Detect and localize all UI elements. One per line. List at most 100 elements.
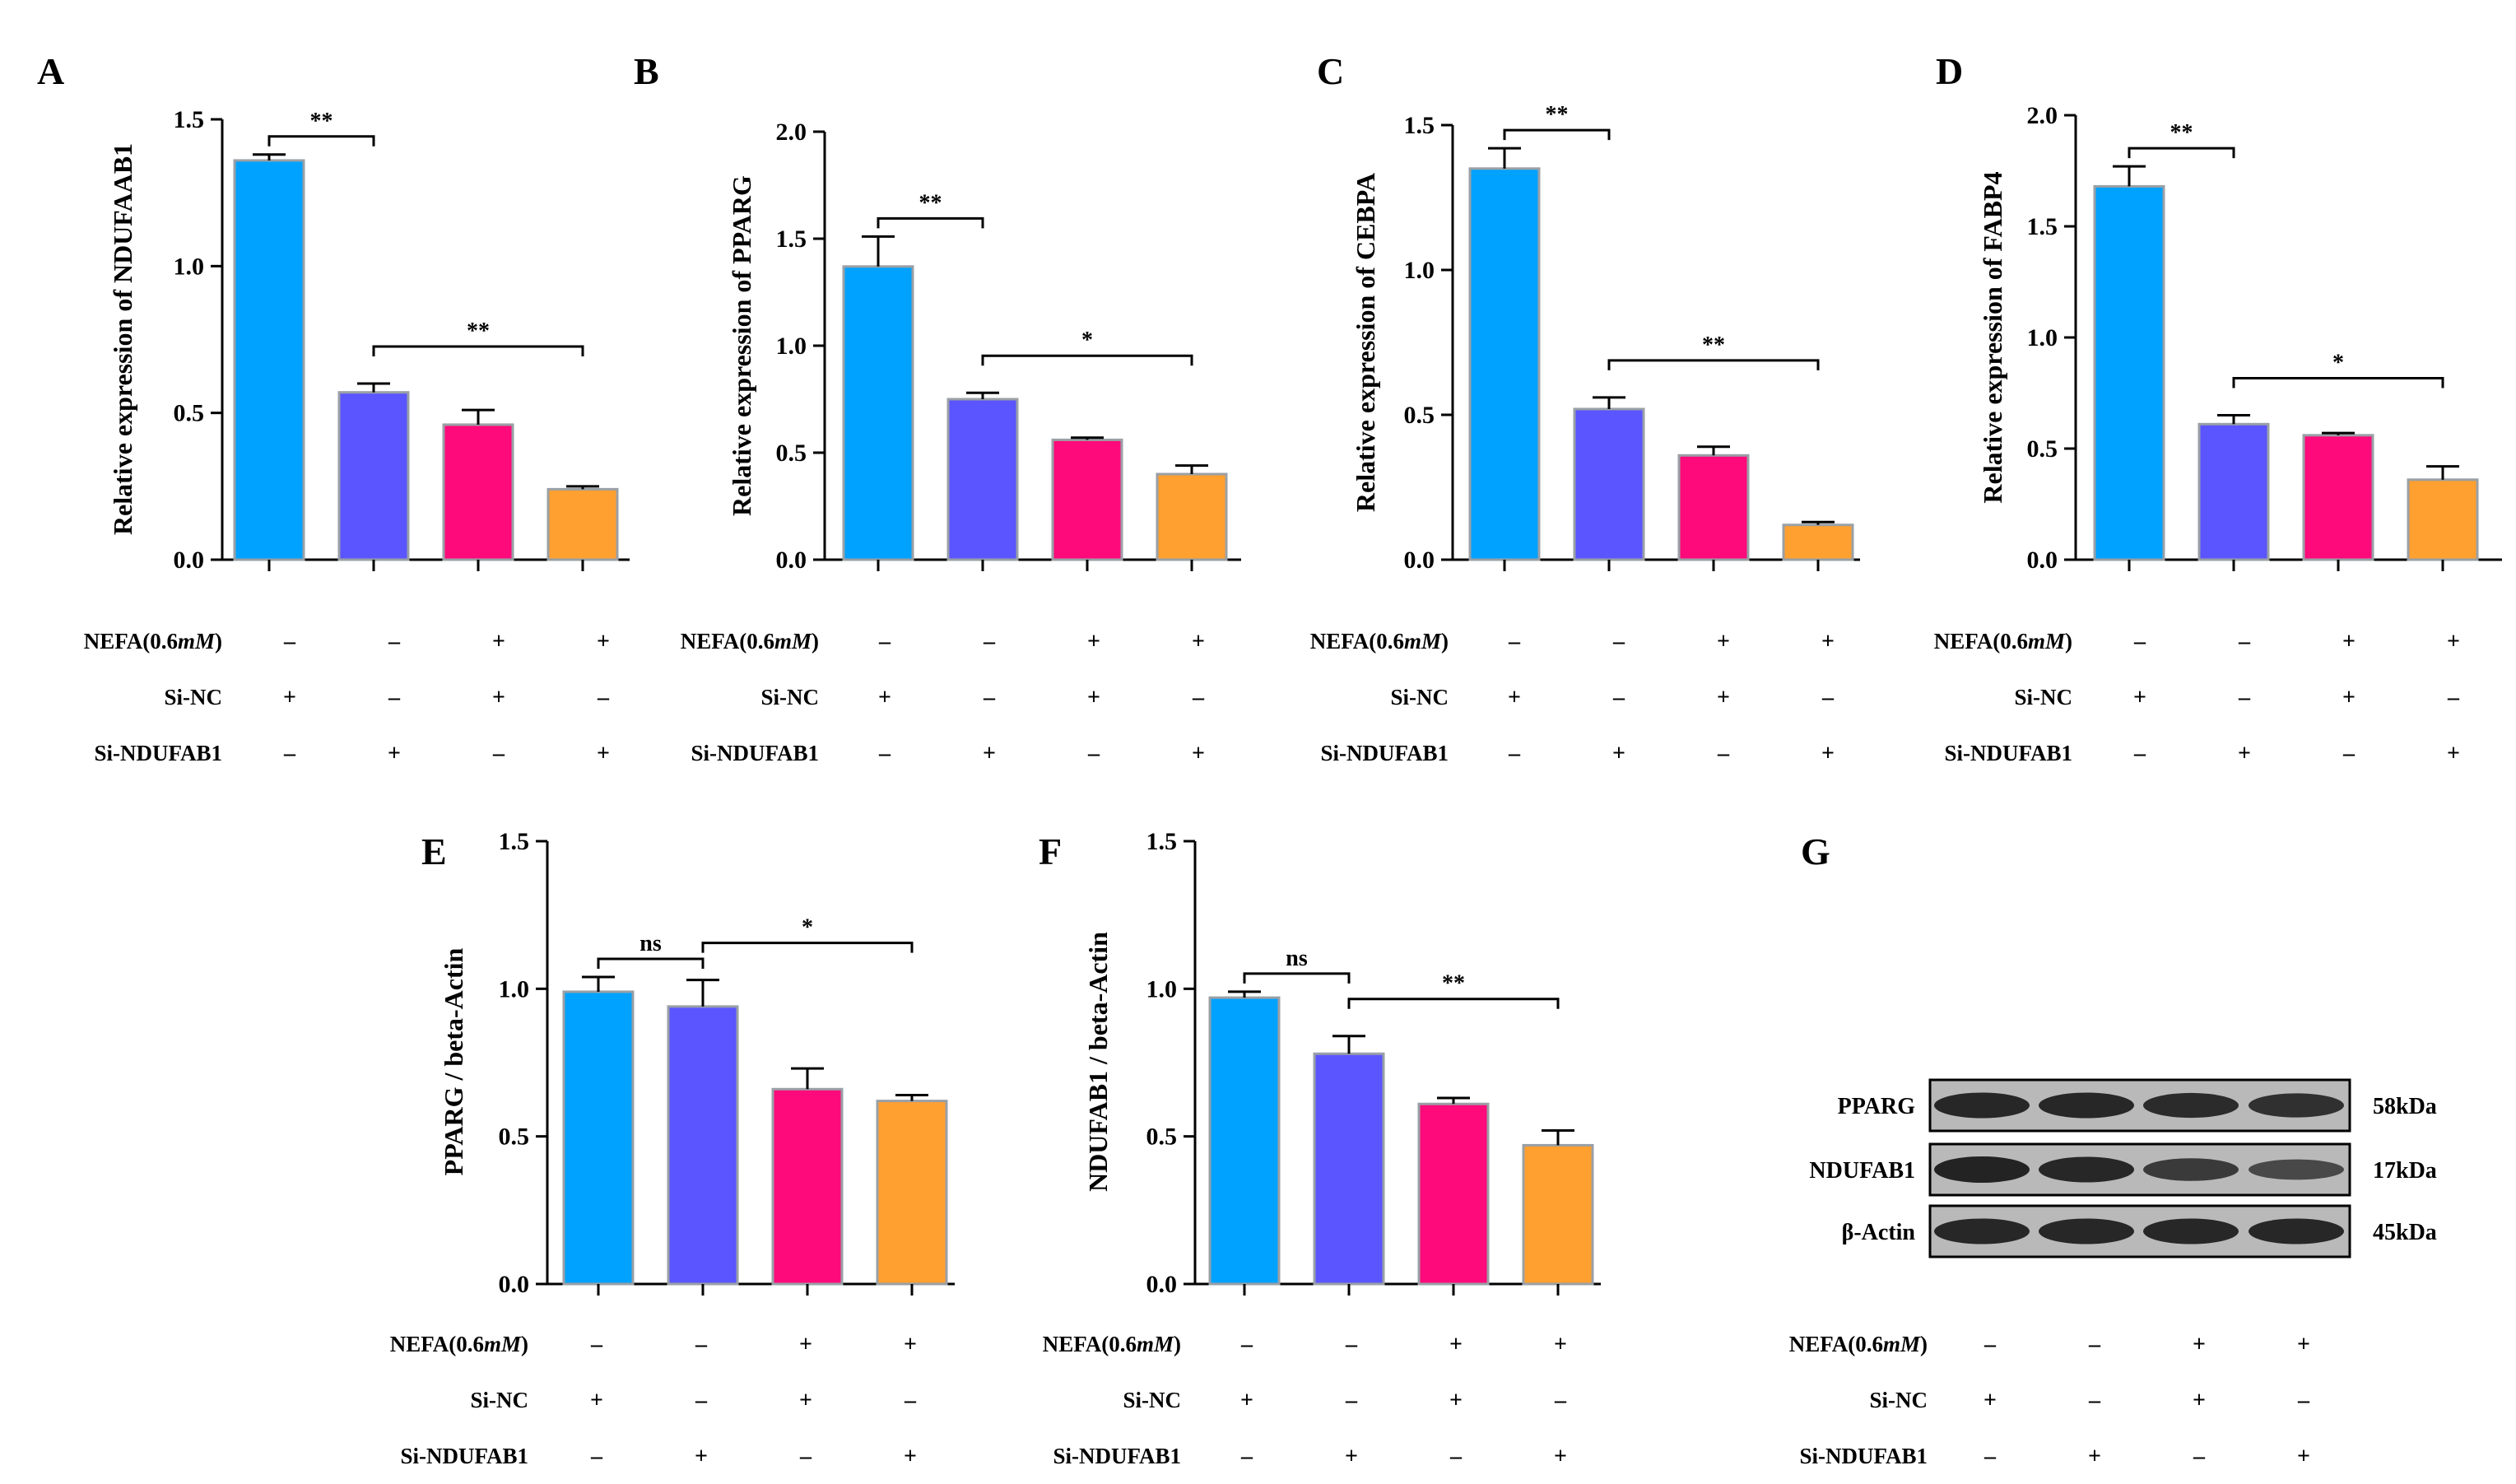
panel-d-significance-bracket	[2232, 377, 2444, 388]
panel-e-y-tick-label: 0.0	[499, 1271, 530, 1298]
panel-a-bar	[442, 423, 514, 561]
panel-d-chart: D 0.0 0.5 1.0 1.5 2.0 Relative expression of F…	[1936, 50, 2502, 574]
panel-e-y-label: PPARG / beta-Actin	[439, 947, 468, 1175]
panel-g-condition-value: –	[2297, 1388, 2310, 1413]
panel-d-y-tick-label: 2.0	[2027, 102, 2058, 129]
panel-c-condition-value: –	[1508, 629, 1521, 654]
panel-g-condition-label: NEFA(0.6mM)	[1789, 1332, 1928, 1356]
blot-band	[2249, 1093, 2344, 1118]
panel-c-bar	[1573, 407, 1645, 561]
panel-c-condition-label: Si-NC	[1390, 685, 1449, 709]
panel-e-significance-label: ns	[639, 931, 662, 956]
panel-a-condition-value: +	[388, 741, 401, 766]
panel-f-condition-label: NEFA(0.6mM)	[1043, 1332, 1181, 1356]
panel-b-significance-bracket	[877, 216, 984, 229]
panel-g-letter: G	[1801, 830, 1830, 872]
panel-e-significance-bracket	[701, 942, 914, 953]
panel-a-significance-label: **	[467, 319, 490, 344]
panel-e-condition-value: +	[590, 1388, 603, 1413]
panel-b-condition-label: Si-NDUFAB1	[691, 741, 819, 765]
panel-b-condition-value: –	[878, 741, 891, 766]
panel-a-condition-value: –	[283, 629, 296, 654]
blot-size-label: 45kDa	[2373, 1220, 2437, 1245]
panel-d-y-label: Relative expression of FABP4	[1978, 171, 2007, 503]
panel-e-bar	[771, 1087, 844, 1286]
panel-f-y-label: NDUFAB1 / beta-Actin	[1083, 932, 1113, 1192]
panel-f-significance-bracket	[1243, 972, 1351, 984]
panel-e-condition-value: –	[799, 1444, 812, 1469]
panel-e-condition-value: –	[695, 1388, 708, 1413]
panel-f-condition-value: –	[1345, 1388, 1358, 1413]
panel-e-y-tick-label: 1.0	[499, 975, 530, 1003]
panel-b-bar	[946, 398, 1019, 561]
panel-c-y-tick-label: 1.0	[1404, 257, 1435, 284]
panel-a-condition-value: –	[597, 685, 610, 710]
panel-e-condition-value: +	[695, 1444, 708, 1469]
panel-g-condition-label: Si-NC	[1869, 1388, 1928, 1412]
panel-f-y-tick-label: 0.5	[1146, 1123, 1178, 1151]
panel-f-significance-label: ns	[1286, 946, 1308, 971]
panel-c-condition-value: –	[1717, 741, 1730, 766]
panel-g-blot: G PPARG 58kDa NDUFAB1 17kDa β-Actin 45kDa	[1801, 830, 2437, 1258]
panel-c-condition-value: +	[1508, 685, 1521, 710]
panel-f-bar	[1417, 1102, 1490, 1286]
panel-c-condition-value: +	[1821, 741, 1835, 766]
panel-c-condition-value: +	[1717, 685, 1730, 710]
panel-d-y-tick-label: 1.5	[2027, 213, 2058, 240]
panel-b-y-tick-label: 1.5	[776, 226, 807, 253]
panel-e-condition-value: +	[904, 1332, 917, 1357]
panel-b-condition-value: –	[1087, 741, 1100, 766]
panel-a-condition-value: –	[492, 741, 505, 766]
panel-g-condition-label: Si-NDUFAB1	[1799, 1444, 1928, 1468]
panel-b-condition-label: Si-NC	[760, 685, 819, 709]
panel-e-condition-label: Si-NC	[470, 1388, 528, 1412]
panel-c-y-tick-label: 1.5	[1404, 112, 1435, 139]
panel-f-letter: F	[1039, 830, 1062, 872]
panel-a-significance-label: **	[310, 109, 333, 134]
panel-f-condition-value: +	[1345, 1444, 1358, 1469]
panel-e-significance-bracket	[597, 957, 705, 969]
panel-d-y-tick-label: 1.0	[2027, 324, 2058, 351]
blot-row-label: PPARG	[1838, 1094, 1916, 1119]
panel-c-significance-bracket	[1503, 128, 1611, 141]
panel-e-bar	[876, 1100, 948, 1286]
blot-band	[2143, 1092, 2239, 1119]
panel-d-condition-value: –	[2133, 741, 2146, 766]
panel-a-bar	[233, 159, 305, 561]
panel-d-condition-value: +	[2447, 741, 2460, 766]
panel-e-bar	[562, 990, 635, 1286]
panel-a-condition-value: +	[492, 685, 505, 710]
panel-f-condition-value: –	[1449, 1444, 1463, 1469]
blot-band	[2039, 1218, 2134, 1244]
panel-b-condition-value: +	[983, 741, 996, 766]
panel-d-y-tick-label: 0.0	[2027, 547, 2058, 574]
panel-c-significance-label: **	[1546, 102, 1569, 128]
panel-e-condition-value: +	[799, 1388, 812, 1413]
panel-b-condition-value: +	[1087, 685, 1100, 710]
panel-b-y-label: Relative expression of PPARG	[727, 175, 756, 516]
panel-a-condition-value: +	[492, 629, 505, 654]
panel-f-condition-value: +	[1449, 1332, 1463, 1357]
panel-d-letter: D	[1936, 50, 1963, 92]
panel-d-condition-value: +	[2238, 741, 2251, 766]
panel-c-condition-label: Si-NDUFAB1	[1320, 741, 1449, 765]
panel-a-condition-value: +	[597, 629, 610, 654]
panel-b-y-tick-label: 0.5	[776, 440, 807, 467]
panel-f-significance-bracket	[1347, 998, 1560, 1009]
panel-b-condition-value: –	[983, 629, 996, 654]
panel-c-y-tick-label: 0.5	[1404, 402, 1435, 429]
blot-band	[2143, 1158, 2239, 1181]
panel-g-condition-value: +	[2193, 1332, 2206, 1357]
panel-c-y-label: Relative expression of CEBPA	[1351, 173, 1380, 512]
blot-band	[2039, 1092, 2134, 1119]
panel-b-condition-value: –	[878, 629, 891, 654]
blot-size-label: 58kDa	[2373, 1094, 2437, 1119]
panel-g-condition-value: –	[2088, 1388, 2101, 1413]
panel-b-condition-value: –	[1192, 685, 1205, 710]
panel-f-condition-label: Si-NC	[1123, 1388, 1181, 1412]
panel-d-condition-label: Si-NDUFAB1	[1944, 741, 2072, 765]
panel-d-significance-label: *	[2332, 351, 2344, 376]
panel-d-condition-value: –	[2342, 741, 2356, 766]
panel-g-condition-value: –	[2088, 1332, 2101, 1357]
blot-band	[2143, 1218, 2239, 1244]
